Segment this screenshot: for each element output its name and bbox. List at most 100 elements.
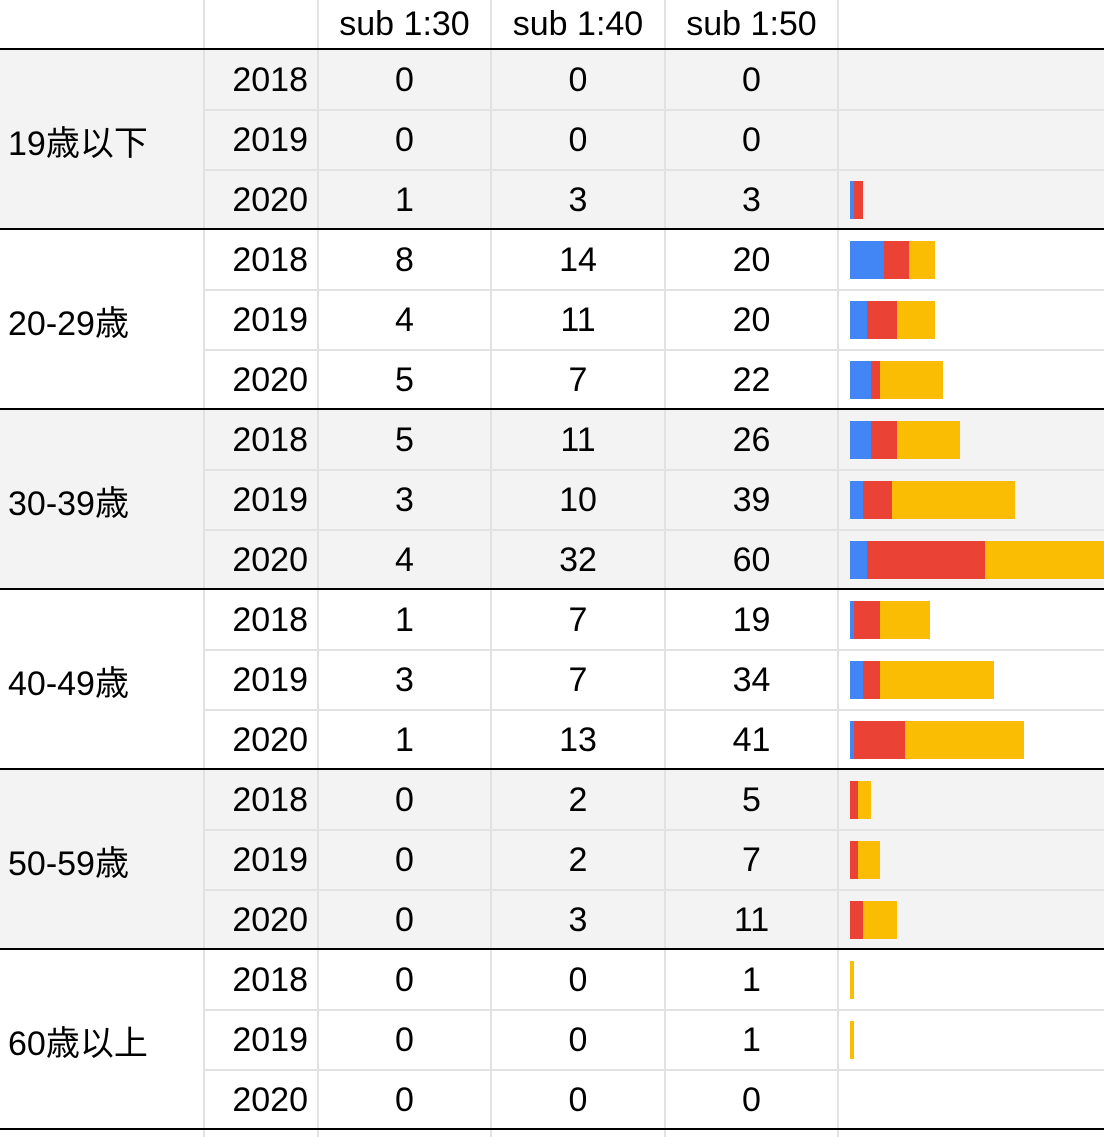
row-line [204, 649, 1104, 651]
count: 1 [395, 600, 414, 639]
column-header: sub 1:40 [512, 4, 644, 43]
count: 0 [395, 60, 414, 99]
count: 1 [742, 1020, 761, 1059]
count: 60 [732, 540, 771, 579]
count: 14 [559, 240, 597, 279]
column-line [317, 0, 319, 1137]
year: 2018 [232, 960, 308, 999]
count: 0 [568, 1080, 588, 1119]
group-divider [0, 228, 1104, 230]
group-band [0, 770, 1104, 950]
row-line [204, 1009, 1104, 1011]
group-band [0, 50, 1104, 230]
year: 2020 [232, 540, 308, 579]
count: 5 [395, 420, 414, 459]
row-line [204, 349, 1104, 351]
count: 41 [732, 720, 771, 759]
year: 2019 [232, 300, 308, 339]
row-line [204, 169, 1104, 171]
year: 2020 [232, 720, 308, 759]
sparkline-bar [850, 541, 986, 579]
count: 7 [568, 360, 588, 399]
sparkline-bar [850, 721, 906, 759]
column-line [837, 0, 839, 1137]
year: 2019 [232, 660, 308, 699]
sparkline-bar [850, 961, 855, 999]
row-line [204, 1069, 1104, 1071]
year: 2020 [232, 1080, 308, 1119]
year: 2018 [232, 60, 308, 99]
age-group-label: 19歳以下 [8, 124, 148, 163]
row-line [204, 529, 1104, 531]
age-group-label: 40-49歳 [8, 664, 129, 703]
count: 26 [732, 420, 771, 459]
sparkline-bar [850, 421, 872, 459]
count: 2 [568, 840, 588, 879]
count: 0 [395, 120, 414, 159]
sparkline-bar [850, 241, 884, 279]
year: 2020 [232, 900, 308, 939]
column-line [664, 0, 666, 1137]
column-header: sub 1:30 [339, 4, 470, 43]
count: 0 [395, 1080, 414, 1119]
count: 3 [395, 660, 414, 699]
year: 2018 [232, 600, 308, 639]
group-divider [0, 768, 1104, 770]
sparkline-bar [850, 361, 872, 399]
count: 39 [732, 480, 771, 519]
count: 0 [395, 960, 414, 999]
count: 7 [742, 840, 761, 879]
group-divider [0, 948, 1104, 950]
age-group-label: 60歳以上 [8, 1024, 148, 1063]
count: 3 [568, 900, 588, 939]
count: 0 [395, 840, 414, 879]
year: 2020 [232, 180, 308, 219]
count: 0 [395, 900, 414, 939]
count: 1 [395, 720, 414, 759]
count: 22 [732, 360, 771, 399]
count: 8 [395, 240, 414, 279]
sparkline-bar [850, 1021, 855, 1059]
count: 3 [568, 180, 588, 219]
count: 5 [395, 360, 414, 399]
count: 7 [568, 660, 588, 699]
count: 19 [732, 600, 771, 639]
count: 0 [395, 780, 414, 819]
count: 4 [395, 540, 414, 579]
year: 2019 [232, 840, 308, 879]
year: 2020 [232, 360, 308, 399]
row-line [204, 709, 1104, 711]
year: 2019 [232, 120, 308, 159]
group-divider [0, 408, 1104, 410]
count: 11 [560, 300, 596, 339]
age-group-label: 20-29歳 [8, 304, 129, 343]
count: 32 [559, 540, 597, 579]
column-line [203, 0, 205, 1137]
sparkline-bar [850, 841, 859, 879]
row-line [204, 829, 1104, 831]
count: 0 [395, 1020, 414, 1059]
count: 34 [732, 660, 771, 699]
count: 0 [742, 1080, 761, 1119]
column-line [490, 0, 492, 1137]
count: 5 [742, 780, 761, 819]
sparkline-bar [850, 601, 880, 639]
sparkline-bar [850, 661, 863, 699]
sparkline-bar [850, 721, 855, 759]
count: 20 [732, 240, 771, 279]
count: 13 [559, 720, 597, 759]
year: 2019 [232, 480, 308, 519]
sparkline-bar [850, 541, 867, 579]
count: 7 [568, 600, 588, 639]
group-divider [0, 1128, 1104, 1130]
count: 0 [568, 1020, 588, 1059]
group-divider [0, 48, 1104, 50]
sparkline-bar [850, 481, 863, 519]
count: 0 [742, 60, 761, 99]
age-group-label: 30-39歳 [8, 484, 129, 523]
count: 4 [395, 300, 414, 339]
year: 2018 [232, 420, 308, 459]
sparkline-bar [850, 181, 855, 219]
count: 1 [742, 960, 761, 999]
